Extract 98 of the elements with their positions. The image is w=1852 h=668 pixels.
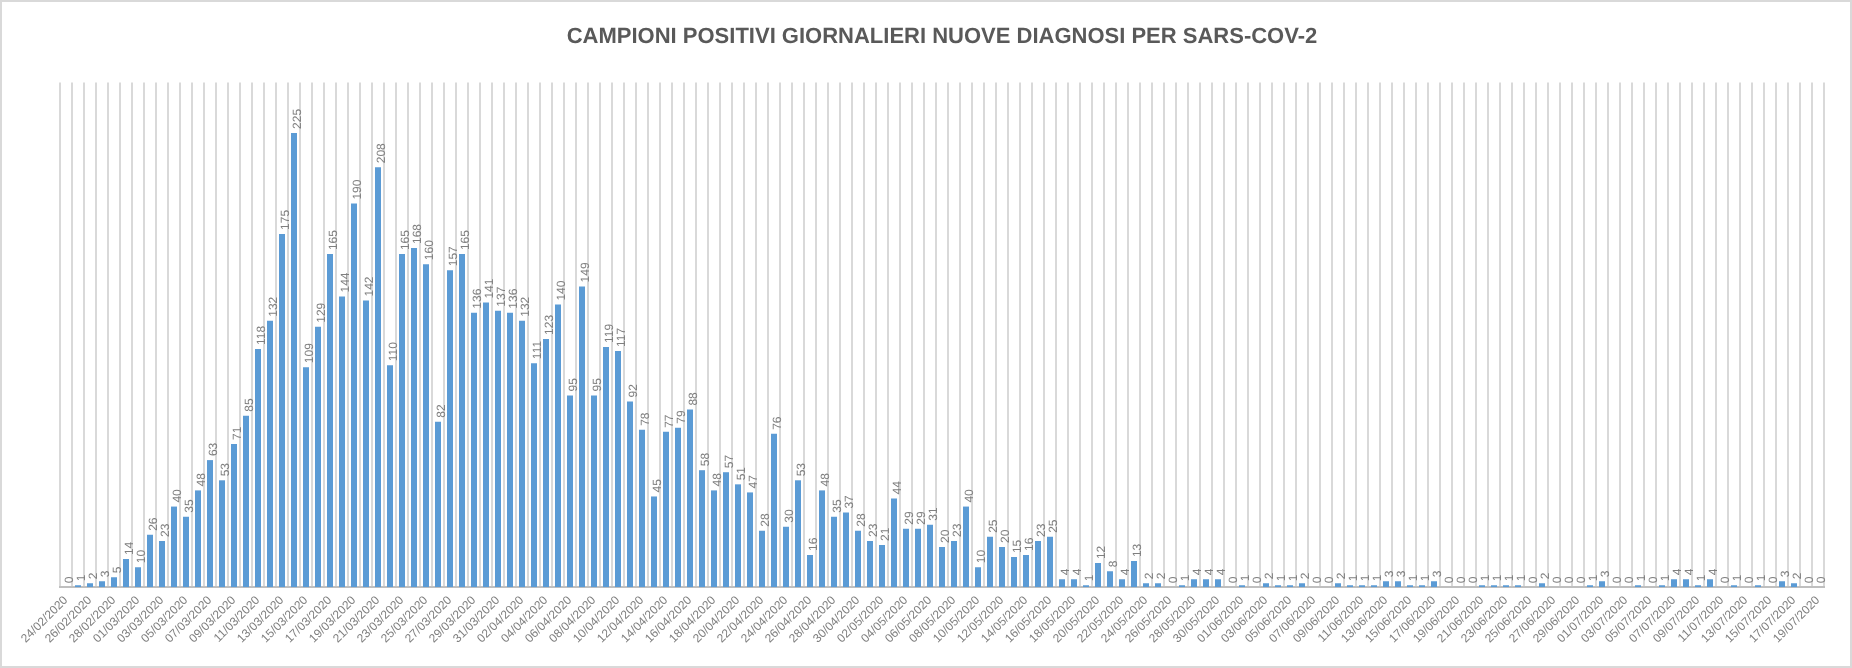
bar: [1023, 555, 1029, 588]
bar: [1683, 579, 1689, 588]
bar: [123, 559, 129, 588]
bar: [399, 254, 405, 588]
bar: [1047, 536, 1053, 588]
bar: [507, 312, 513, 588]
bar: [999, 546, 1005, 588]
bar: [915, 528, 921, 588]
bar: [255, 349, 261, 588]
bar: [711, 490, 717, 588]
bar: [819, 490, 825, 588]
bar: [423, 264, 429, 588]
bar: [699, 470, 705, 588]
bar: [435, 421, 441, 588]
bar: [639, 429, 645, 588]
chart-title: CAMPIONI POSITIVI GIORNALIERI NUOVE DIAGNOSI PER SARS-COV-2: [566, 25, 1318, 50]
bar: [519, 320, 525, 588]
bar: [303, 367, 309, 588]
bar: [1191, 579, 1197, 588]
bar: [375, 167, 381, 588]
bar: [903, 528, 909, 588]
bar: [603, 346, 609, 588]
bar: [783, 526, 789, 588]
bar: [1095, 563, 1101, 588]
bar: [363, 300, 369, 588]
bar: [807, 555, 813, 588]
bar: [243, 415, 249, 588]
bar: [1059, 579, 1065, 588]
bar: [171, 506, 177, 588]
bar: [1131, 561, 1137, 588]
bar: [1035, 540, 1041, 588]
bar: [1431, 581, 1437, 588]
bar: [339, 296, 345, 588]
bar: [543, 338, 549, 588]
bar: [567, 395, 573, 588]
bar: [447, 270, 453, 588]
bar: [183, 516, 189, 588]
bar: [1011, 557, 1017, 588]
bar: [279, 233, 285, 588]
bar: [483, 302, 489, 588]
bar: [867, 540, 873, 588]
bar: [1671, 579, 1677, 588]
bar: [531, 363, 537, 588]
bar: [219, 480, 225, 588]
bar: [1119, 579, 1125, 588]
bar: [471, 312, 477, 588]
bar: [555, 304, 561, 588]
bar: [675, 427, 681, 588]
bar: [1707, 579, 1713, 588]
bar: [495, 310, 501, 588]
bar: [975, 567, 981, 588]
bar: [579, 286, 585, 588]
bar: [327, 254, 333, 588]
bar: [111, 577, 117, 588]
bar: [963, 506, 969, 588]
bar: [411, 248, 417, 588]
bar: [1107, 571, 1113, 588]
bar: [927, 524, 933, 588]
bar: [1215, 579, 1221, 588]
bar: [723, 472, 729, 588]
bar: [651, 496, 657, 588]
bar: [387, 365, 393, 588]
bar: [759, 530, 765, 588]
bar: [687, 409, 693, 588]
bar: [459, 254, 465, 588]
bar: [627, 401, 633, 588]
bar: [843, 512, 849, 588]
bar: [795, 480, 801, 588]
bar: [135, 567, 141, 588]
bar: [1599, 581, 1605, 588]
bar: [267, 320, 273, 588]
bar: [951, 540, 957, 588]
bar: [663, 431, 669, 588]
bar: [207, 460, 213, 588]
bar: [159, 540, 165, 588]
bar: [351, 203, 357, 588]
bar: [987, 536, 993, 588]
bar: [1071, 579, 1077, 588]
bar: [99, 581, 105, 588]
bar: [891, 498, 897, 588]
bar: [195, 490, 201, 588]
bar: [1779, 581, 1785, 588]
bar: [735, 484, 741, 588]
bar: [591, 395, 597, 588]
bar: [855, 530, 861, 588]
bar: [939, 546, 945, 588]
bar: [147, 534, 153, 588]
bar: [747, 492, 753, 588]
bar: [231, 443, 237, 588]
bar: [315, 326, 321, 588]
bar: [1395, 581, 1401, 588]
bar: [291, 132, 297, 588]
bar: [879, 544, 885, 588]
bar: [831, 516, 837, 588]
bar: [771, 433, 777, 588]
bar: [615, 351, 621, 588]
bar: [1203, 579, 1209, 588]
bar: [1383, 581, 1389, 588]
